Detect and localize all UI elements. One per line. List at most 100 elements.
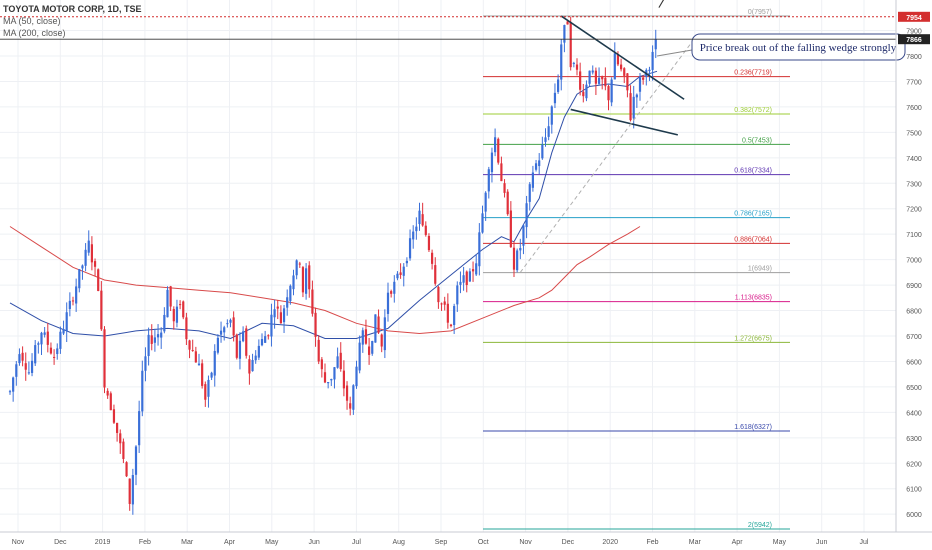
candle-down [248,359,251,374]
fib-label: 0.618(7334) [734,168,772,175]
price-lines [0,16,896,40]
grid [0,0,896,532]
candle-up [273,309,276,318]
candle-up [160,332,163,338]
candle-up [257,345,260,358]
candle-down [349,403,352,409]
y-tick-label: 6000 [906,512,922,519]
candle-up [632,96,635,119]
candle-down [579,71,582,90]
candle-up [361,330,364,345]
candle-up [175,306,179,323]
candle-up [260,339,264,346]
candle-up [81,265,84,269]
candle-up [286,297,289,308]
y-tick-label: 7800 [906,54,922,61]
candle-up [462,275,465,283]
candle-down [497,138,500,163]
candle-down [575,64,579,70]
x-tick-label: Sep [435,539,448,546]
x-tick-label: May [265,539,279,546]
candle-up [374,314,377,343]
candle-down [182,301,185,318]
candle-up [166,289,169,318]
fib-label: 1(6949) [748,266,772,273]
dashed-trendline [519,35,698,273]
candle-down [172,308,175,322]
candle-down [188,340,191,350]
y-tick-label: 6400 [906,410,922,417]
candle-down [471,269,475,272]
legend: TOYOTA MOTOR CORP, 1D, TSE MA (50, close… [3,3,142,39]
candle-up [531,172,534,188]
candle-up [402,266,405,276]
ma200-line [9,226,641,335]
x-tick-label: Aug [392,539,405,546]
ma50-legend: MA (50, close) [3,16,61,26]
candle-up [487,169,490,192]
candle-down [604,77,607,87]
x-tick-label: Feb [139,539,151,546]
candle-up [393,281,396,294]
candle-up [62,329,65,334]
high-price-tag [898,11,930,22]
callout-pointer [656,49,693,57]
candle-up [56,348,59,355]
fib-label: 1.113(6835) [735,295,772,302]
y-tick-label: 7600 [906,105,922,112]
candle-up [238,340,242,359]
candle-up [651,51,654,70]
lower-trendline [570,108,678,136]
candle-down [53,356,56,358]
candle-up [141,370,144,412]
candle-up [213,350,216,376]
candle-down [437,287,440,303]
x-tick-label: Dec [54,539,67,546]
candle-up [18,354,21,364]
candle-up [15,364,18,377]
candle-up [522,225,525,246]
candle-up [68,300,71,309]
candle-down [201,363,204,386]
x-tick-label: Jul [860,539,869,546]
candle-up [405,260,408,264]
candle-up [490,152,494,173]
candle-up [544,137,547,142]
candle-up [223,327,226,333]
candle-up [563,25,566,43]
candle-down [601,76,604,80]
y-tick-label: 6300 [906,436,922,443]
candle-up [396,273,399,279]
candle-up [295,260,298,276]
candle-down [582,91,585,97]
upper-trendline [560,15,685,100]
x-tick-label: Nov [12,539,25,546]
candle-down [506,191,509,215]
candle-down [125,462,128,477]
candle-up [459,281,462,285]
candle-up [358,342,361,371]
candle-down [109,393,112,411]
candle-up [251,360,254,372]
candle-up [84,249,87,266]
candle-down [629,93,632,121]
fib-label: 1.618(6327) [734,424,772,431]
candle-down [424,225,427,235]
candle-down [427,236,431,251]
fib-label: 2(5942) [748,522,772,529]
fib-label: 0(7957) [748,9,772,16]
high-price-label: 7954 [906,15,922,22]
candle-up [597,77,601,84]
candle-down [276,306,279,309]
candle-up [355,366,358,387]
candle-up [638,77,642,92]
candle-up [330,379,333,381]
candle-down [279,312,282,324]
candle-down [320,359,323,370]
candle-up [525,203,528,228]
candle-down [267,335,270,337]
y-tick-label: 6500 [906,385,922,392]
candle-down [380,334,383,347]
candle-down [434,265,437,284]
